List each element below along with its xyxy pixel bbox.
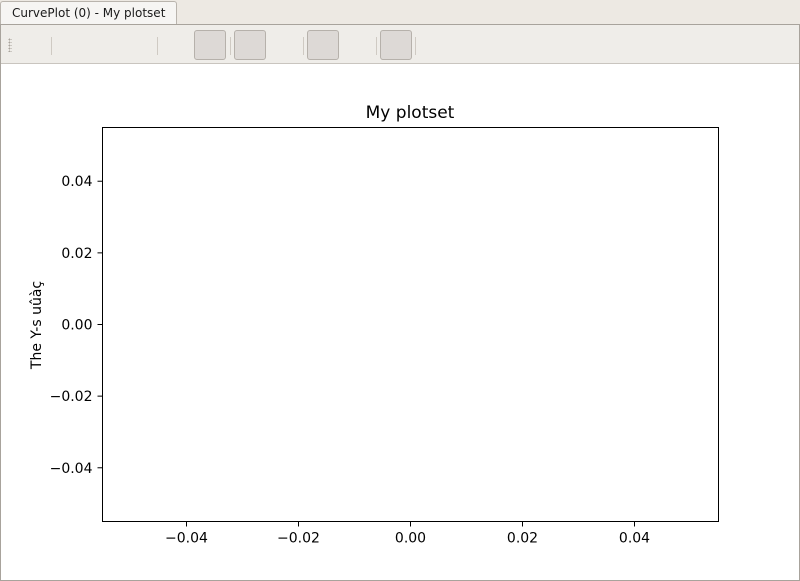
toolbar-button-3[interactable] <box>307 30 339 60</box>
toolbar-grip-handle[interactable] <box>8 38 12 52</box>
y-tick-label: 0.04 <box>61 174 92 190</box>
toolbar-separator <box>51 37 52 55</box>
y-tick-label: 0.00 <box>61 318 92 334</box>
tab-curveplot[interactable]: CurvePlot (0) - My plotset <box>0 1 177 24</box>
toolbar-separator <box>230 37 231 55</box>
toolbar-separator <box>415 37 416 55</box>
x-tick-label: −0.04 <box>165 531 208 547</box>
tab-bar: CurvePlot (0) - My plotset <box>0 0 800 25</box>
toolbar-separator <box>157 37 158 55</box>
x-tick-label: 0.00 <box>395 531 426 547</box>
toolbar-separator <box>376 37 377 55</box>
toolbar-button-2[interactable] <box>234 30 266 60</box>
x-tick-label: −0.02 <box>277 531 320 547</box>
y-axis-label: The Y-s uûàç <box>29 281 45 370</box>
x-tick-label: 0.04 <box>619 531 650 547</box>
y-axis: 0.04 0.02 0.00 −0.02 −0.04 <box>50 174 103 477</box>
toolbar-button-4[interactable] <box>380 30 412 60</box>
y-tick-label: −0.04 <box>50 461 93 477</box>
y-tick-label: −0.02 <box>50 389 93 405</box>
x-axis: −0.04 −0.02 0.00 0.02 0.04 <box>165 521 650 547</box>
toolbar-separator <box>303 37 304 55</box>
x-tick-label: 0.02 <box>507 531 538 547</box>
toolbar <box>1 25 799 64</box>
chart-title: My plotset <box>366 103 455 123</box>
toolbar-button-1[interactable] <box>194 30 226 60</box>
plot-area[interactable] <box>102 127 719 522</box>
y-tick-label: 0.02 <box>61 246 92 262</box>
